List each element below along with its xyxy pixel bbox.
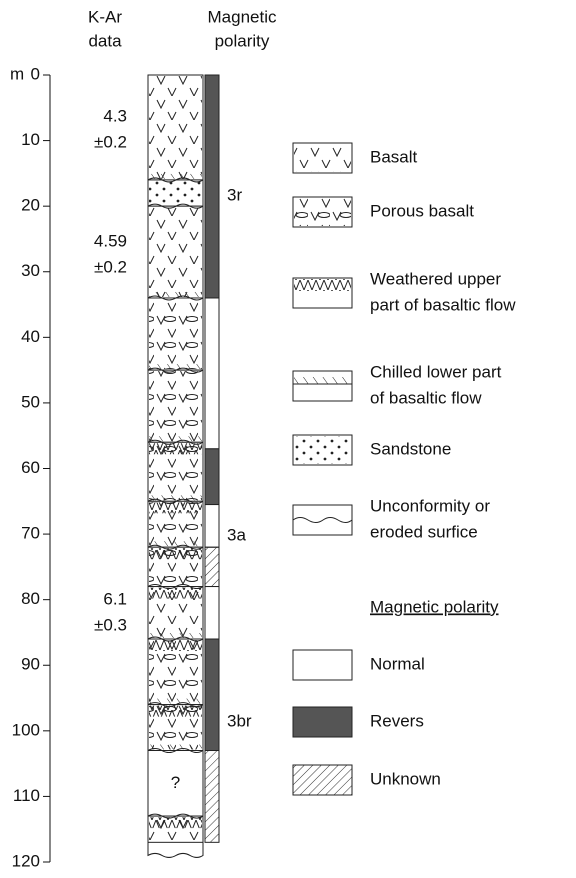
legend-label: Sandstone	[370, 439, 451, 458]
weathered-top	[149, 817, 202, 828]
age-label: 6.1	[103, 589, 127, 608]
legend-label: Weathered upper	[370, 269, 501, 288]
age-label: 4.59	[94, 231, 127, 250]
lithology-fill	[149, 299, 202, 369]
lithology-fill	[149, 207, 202, 297]
weathered-top	[149, 548, 202, 559]
tick-label: 40	[21, 327, 40, 346]
polarity-interval	[205, 751, 219, 843]
legend-fill	[294, 377, 351, 384]
legend-swatch	[293, 650, 352, 680]
age-label: 4.3	[103, 106, 127, 125]
tick-label: 20	[21, 196, 40, 215]
legend-label: Chilled lower part	[370, 362, 502, 381]
legend-swatch	[293, 765, 352, 795]
axis-unit: m	[10, 64, 24, 83]
tick-label: 0	[31, 64, 40, 83]
tick-label: 80	[21, 589, 40, 608]
lithology-fill	[149, 181, 202, 205]
age-error: ±0.2	[94, 257, 127, 276]
legend-label: Normal	[370, 654, 425, 673]
weathered-top	[149, 588, 202, 599]
legend-label: of basaltic flow	[370, 388, 482, 407]
legend-fill	[294, 198, 351, 226]
legend-fill	[294, 144, 351, 172]
legend-label: Revers	[370, 711, 424, 730]
weathered-top	[149, 443, 202, 454]
tick-label: 50	[21, 392, 40, 411]
polarity-interval	[205, 75, 219, 298]
chron-label: 3a	[227, 525, 246, 544]
polarity-interval	[205, 505, 219, 548]
weathered-top	[149, 640, 202, 651]
legend-label: part of basaltic flow	[370, 295, 516, 314]
header: Magnetic	[208, 7, 277, 26]
legend-swatch	[293, 371, 352, 401]
polarity-interval	[205, 587, 219, 639]
polarity-interval	[205, 298, 219, 449]
tick-label: 60	[21, 458, 40, 477]
chron-label: 3br	[227, 711, 252, 730]
legend-label: Unknown	[370, 769, 441, 788]
age-error: ±0.2	[94, 132, 127, 151]
tick-label: 110	[13, 786, 40, 805]
unknown-mark: ?	[171, 773, 180, 792]
tick-label: 30	[21, 261, 40, 280]
weathered-top	[149, 706, 202, 717]
lithology-fill	[149, 76, 202, 179]
legend-label: Basalt	[370, 147, 418, 166]
age-error: ±0.3	[94, 615, 127, 634]
column-base	[148, 842, 203, 857]
legend-fill	[294, 279, 351, 291]
polarity-interval	[205, 547, 219, 586]
header: polarity	[215, 31, 270, 50]
legend-label: Porous basalt	[370, 201, 474, 220]
tick-label: 120	[12, 851, 40, 870]
stratigraphic-column: K-Ar data Magnetic polarity 0 10 20 30 40 50 6…	[0, 0, 576, 873]
lithology-fill	[149, 371, 202, 441]
tick-label: 100	[12, 720, 40, 739]
polarity-interval	[205, 449, 219, 505]
legend-swatch	[293, 707, 352, 737]
weathered-top	[149, 502, 202, 513]
header: K-Ar	[88, 7, 122, 26]
header: data	[88, 31, 122, 50]
legend-heading: Magnetic polarity	[370, 597, 499, 616]
headers: K-Ar data Magnetic polarity	[88, 7, 277, 50]
polarity-interval	[205, 639, 219, 750]
legend-label: Unconformity or	[370, 496, 490, 515]
legend-label: eroded surfice	[370, 522, 478, 541]
tick-label: 90	[21, 655, 40, 674]
tick-label: 10	[21, 130, 40, 149]
chron-label: 3r	[227, 185, 242, 204]
tick-label: 70	[21, 524, 40, 543]
legend-fill	[294, 436, 351, 464]
